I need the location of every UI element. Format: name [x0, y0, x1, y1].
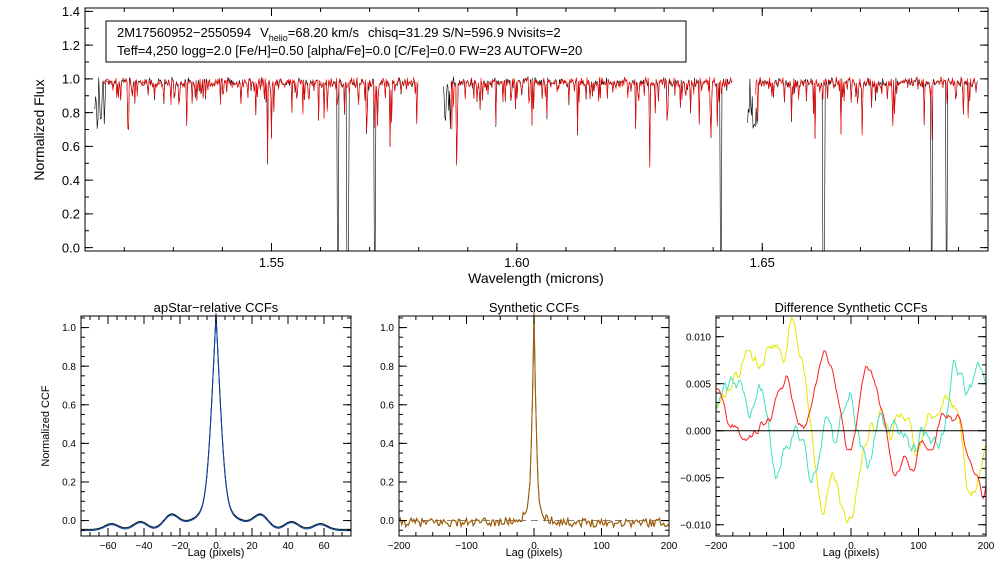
synthetic-ccf-xtick-label: −200 — [388, 541, 411, 552]
spectrum-ytick-label: 0.2 — [62, 207, 80, 222]
spectrum-annotation-line-2: Teff=4,250 logg=2.0 [Fe/H]=0.50 [alpha/F… — [117, 43, 582, 58]
apstar-ccf-plot-frame — [80, 315, 352, 537]
spectrum-panel: 1.55 1.60 1.65 0.0 0.2 0.4 0.6 0.8 1.0 1.2 1.4 Wav… — [31, 4, 989, 286]
spectrum-xtick-label: 1.55 — [259, 255, 284, 270]
diff-ccf-xtick-label: 200 — [978, 541, 995, 552]
diff-ccf-ytick-label: 0.000 — [686, 426, 711, 437]
apstar-ccf-ytick-label: 0.0 — [62, 516, 76, 527]
diff-ccf-ytick-label: −0.005 — [680, 473, 711, 484]
synthetic-ccf-ytick-label: 0.2 — [380, 478, 394, 489]
spectrum-ytick-label: 0.8 — [62, 105, 80, 120]
apstar-ccf-line — [81, 314, 351, 532]
apstar-ccf-xtick-label: −40 — [136, 541, 153, 552]
spectrum-lines — [94, 76, 978, 251]
diff-ccf-xtick-label: 0 — [848, 541, 854, 552]
synthetic-spectrum-line — [102, 77, 419, 161]
synthetic-ccf-tick-labels: −200 −100 0 100 200 0.0 0.2 0.4 0.6 0.8 1.0 — [380, 323, 678, 552]
synthetic-ccf-xtick-label: 200 — [661, 541, 678, 552]
synthetic-ccf-ytick-label: 0.0 — [380, 516, 394, 527]
synthetic-ccf-xtick-label: −100 — [455, 541, 478, 552]
synthetic-ccf-plot-frame — [398, 315, 670, 537]
vhelio-value: =68.20 km/s — [288, 25, 360, 40]
apstar-ccf-ytick-label: 1.0 — [62, 323, 76, 334]
vhelio-label: V — [260, 25, 269, 40]
spectrum-tick-labels: 1.55 1.60 1.65 0.0 0.2 0.4 0.6 0.8 1.0 1.2 1.4 — [62, 4, 775, 270]
apstar-ccf-title: apStar−relative CCFs — [154, 300, 279, 315]
spectrum-series-layer — [94, 76, 978, 251]
diff-ccf-series-layer — [716, 316, 986, 525]
diff-ccf-xtick-label: −200 — [705, 541, 728, 552]
spectrum-ytick-label: 1.0 — [62, 72, 80, 87]
synthetic-ccf-ytick-label: 0.6 — [380, 400, 394, 411]
spectrum-annotation-box — [105, 20, 687, 63]
diff-ccf-ytick-label: 0.005 — [686, 379, 711, 390]
apstar-ccf-ytick-label: 0.8 — [62, 362, 76, 373]
synthetic-ccf-ticks — [398, 316, 670, 536]
spectrum-xtick-label: 1.60 — [504, 255, 529, 270]
observed-spectrum-line — [442, 76, 733, 251]
synthetic-spectrum-line — [450, 76, 733, 168]
apstar-ccf-xtick-label: −20 — [172, 541, 189, 552]
diff-ccf-tick-labels: −200 −100 0 100 200 −0.010 −0.005 0.000 0.005 0.0… — [680, 332, 995, 552]
spectrum-ytick-label: 0.6 — [62, 139, 80, 154]
diff-ccf-line — [716, 359, 986, 484]
diff-ccf-line — [716, 316, 986, 525]
synthetic-ccf-ytick-label: 0.8 — [380, 362, 394, 373]
synthetic-ccf-series-layer — [398, 311, 670, 529]
synthetic-ccf-ytick-label: 1.0 — [380, 323, 394, 334]
diff-ccf-ytick-label: 0.010 — [686, 332, 711, 343]
apstar-ccf-line — [81, 313, 351, 530]
synthetic-ccf-line — [398, 311, 670, 529]
synthetic-ccf-xtick-label: 0 — [531, 541, 537, 552]
apstar-ccf-tick-labels: −60 −40 −20 0 20 40 60 0.0 0.2 0.4 0.6 0.8 1.0 — [62, 323, 330, 552]
spectrum-ytick-label: 0.4 — [62, 173, 80, 188]
synthetic-spectrum-line — [755, 76, 978, 140]
synthetic-ccf-line — [398, 312, 670, 528]
synthetic-ccf-panel: Synthetic CCFs −200 −100 0 100 200 0.0 0.2 0.4 0… — [380, 300, 678, 559]
spectrum-ytick-label: 1.4 — [62, 4, 80, 19]
apstar-ccf-panel: apStar−relative CCFs −60 −40 −20 0 20 40 60 0.0… — [40, 300, 352, 559]
diff-ccf-plot-frame — [715, 315, 987, 537]
apstar-ccf-ticks — [80, 316, 352, 536]
diff-ccf-ticks — [715, 316, 987, 536]
apstar-ccf-xtick-label: 20 — [246, 541, 258, 552]
synthetic-ccf-ytick-label: 0.4 — [380, 439, 394, 450]
apstar-ccf-xtick-label: −60 — [100, 541, 117, 552]
apstar-ccf-xtick-label: 0 — [213, 541, 219, 552]
apstar-ccf-y-axis-label: Normalized CCF — [40, 385, 52, 467]
apstar-ccf-line — [81, 314, 351, 531]
synthetic-ccf-xtick-label: 100 — [593, 541, 610, 552]
synthetic-ccf-x-axis-label: Lag (pixels) — [506, 547, 563, 559]
spectrum-y-axis-label: Normalized Flux — [31, 79, 47, 180]
spectrum-xtick-label: 1.65 — [750, 255, 775, 270]
vhelio-subscript: helio — [269, 33, 288, 43]
apstar-ccf-xtick-label: 60 — [318, 541, 330, 552]
diff-ccf-line — [716, 350, 986, 500]
observed-spectrum-line — [94, 76, 419, 251]
diff-ccf-ytick-label: −0.010 — [680, 520, 711, 531]
apstar-ccf-ytick-label: 0.4 — [62, 439, 76, 450]
fit-stats: chisq=31.29 S/N=596.9 Nvisits=2 — [368, 25, 561, 40]
apstar-ccf-series-layer — [81, 313, 351, 532]
apstar-ccf-ytick-label: 0.6 — [62, 400, 76, 411]
spectrum-ticks — [85, 8, 988, 251]
diff-ccf-xtick-label: 100 — [910, 541, 927, 552]
spectrum-annotation-line-1: 2M17560952−2550594 Vhelio=68.20 km/s chisq… — [117, 25, 561, 43]
diff-ccf-x-axis-label: Lag (pixels) — [823, 547, 880, 559]
diff-ccf-lines — [716, 316, 986, 525]
diff-ccf-xtick-label: −100 — [772, 541, 795, 552]
spectrum-ytick-label: 0.0 — [62, 240, 80, 255]
apstar-ccf-ytick-label: 0.2 — [62, 478, 76, 489]
spectrum-ytick-label: 1.2 — [62, 38, 80, 53]
diff-ccf-panel: Difference Synthetic CCFs −200 −100 0 100 20… — [680, 300, 995, 559]
synthetic-ccf-title: Synthetic CCFs — [489, 300, 580, 315]
synthetic-ccf-line — [398, 312, 670, 529]
apstar-ccf-x-axis-label: Lag (pixels) — [188, 547, 245, 559]
apstar-ccf-xtick-label: 40 — [282, 541, 294, 552]
spectrum-x-axis-label: Wavelength (microns) — [468, 270, 604, 286]
diff-ccf-title: Difference Synthetic CCFs — [775, 300, 928, 315]
object-id: 2M17560952−2550594 — [117, 25, 251, 40]
